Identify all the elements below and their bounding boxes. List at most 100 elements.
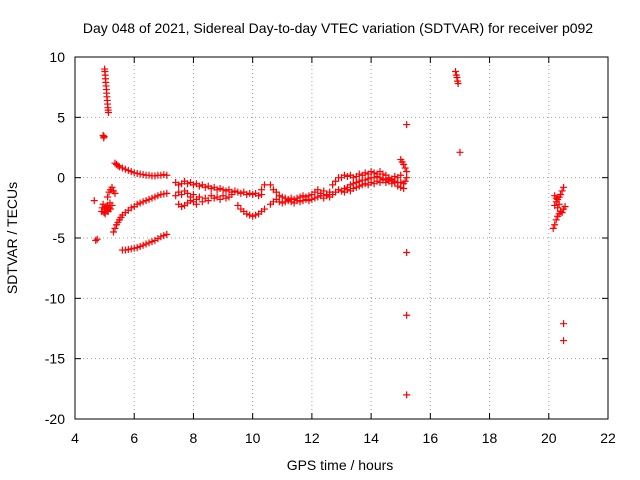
data-point [198,198,206,206]
data-point [401,164,409,172]
data-point [133,169,141,177]
data-point [195,182,203,190]
data-point [352,183,360,191]
data-point [207,185,215,193]
data-point [272,188,280,196]
data-point [237,189,245,197]
data-point [261,181,269,189]
data-point [554,204,562,212]
data-point [127,204,135,212]
data-point [314,193,322,201]
data-point [346,181,354,189]
data-point [329,181,337,189]
data-point [394,182,402,190]
data-point [275,198,283,206]
data-point [151,172,159,180]
data-point [163,189,171,197]
data-point [558,209,566,217]
data-point [130,244,138,252]
data-point [255,192,263,200]
data-point [261,205,269,213]
data-point [204,197,212,205]
data-point [281,198,289,206]
data-point [118,164,126,172]
data-point [403,174,411,182]
plot-frame [74,56,609,420]
data-point [139,171,147,179]
data-point [370,169,378,177]
data-point [201,183,209,191]
x-tick-label: 4 [71,430,79,446]
data-point [361,180,369,188]
data-point [561,203,569,211]
data-point [108,201,116,209]
data-point [558,187,566,195]
data-point [184,189,192,197]
data-point [92,236,100,244]
data-point [127,168,135,176]
data-point [111,224,119,232]
y-tick-label: -10 [45,290,65,306]
data-point [403,168,411,176]
data-point [293,197,301,205]
data-point [114,162,122,170]
data-point [121,165,129,173]
data-point [104,109,112,117]
data-point [189,181,197,189]
data-point [145,171,153,179]
data-point [343,186,351,194]
data-point [154,192,162,200]
data-point [456,148,464,156]
data-points [90,65,569,399]
data-point [133,244,141,252]
data-point [549,224,557,232]
data-point [178,191,186,199]
data-point [139,198,147,206]
data-point [358,181,366,189]
data-point [400,185,408,193]
data-point [560,320,568,328]
data-point [355,182,363,190]
data-point [400,160,408,168]
data-point [560,183,568,191]
data-point [249,191,257,199]
data-point [454,80,462,88]
data-point [210,194,218,202]
x-axis-label: GPS time / hours [287,457,394,473]
x-tick-labels: 4 6 8 10 12 14 16 18 20 22 [71,430,616,446]
data-point [373,177,381,185]
data-point [243,191,251,199]
data-point [266,181,274,189]
data-point [93,235,101,243]
x-tick-label: 18 [482,430,498,446]
data-point [252,211,260,219]
data-point [192,200,200,208]
data-point [219,186,227,194]
data-point [195,193,203,201]
data-point [361,169,369,177]
data-point [401,177,409,185]
data-point [124,245,132,253]
data-point [379,170,387,178]
data-point [243,210,251,218]
axis-ticks [74,56,609,420]
data-point [151,193,159,201]
data-point [560,337,568,345]
data-point [157,171,165,179]
data-point [139,241,147,249]
data-point [287,198,295,206]
data-point [163,171,171,179]
data-point [555,200,563,208]
data-point [403,391,411,399]
data-point [178,203,186,211]
data-point [403,311,411,319]
data-point [231,187,239,195]
data-point [189,191,197,199]
data-point [184,180,192,188]
data-point [111,189,119,197]
data-point [557,191,565,199]
data-point [186,197,194,205]
data-point [335,186,343,194]
data-point [127,245,135,253]
data-point [397,183,405,191]
